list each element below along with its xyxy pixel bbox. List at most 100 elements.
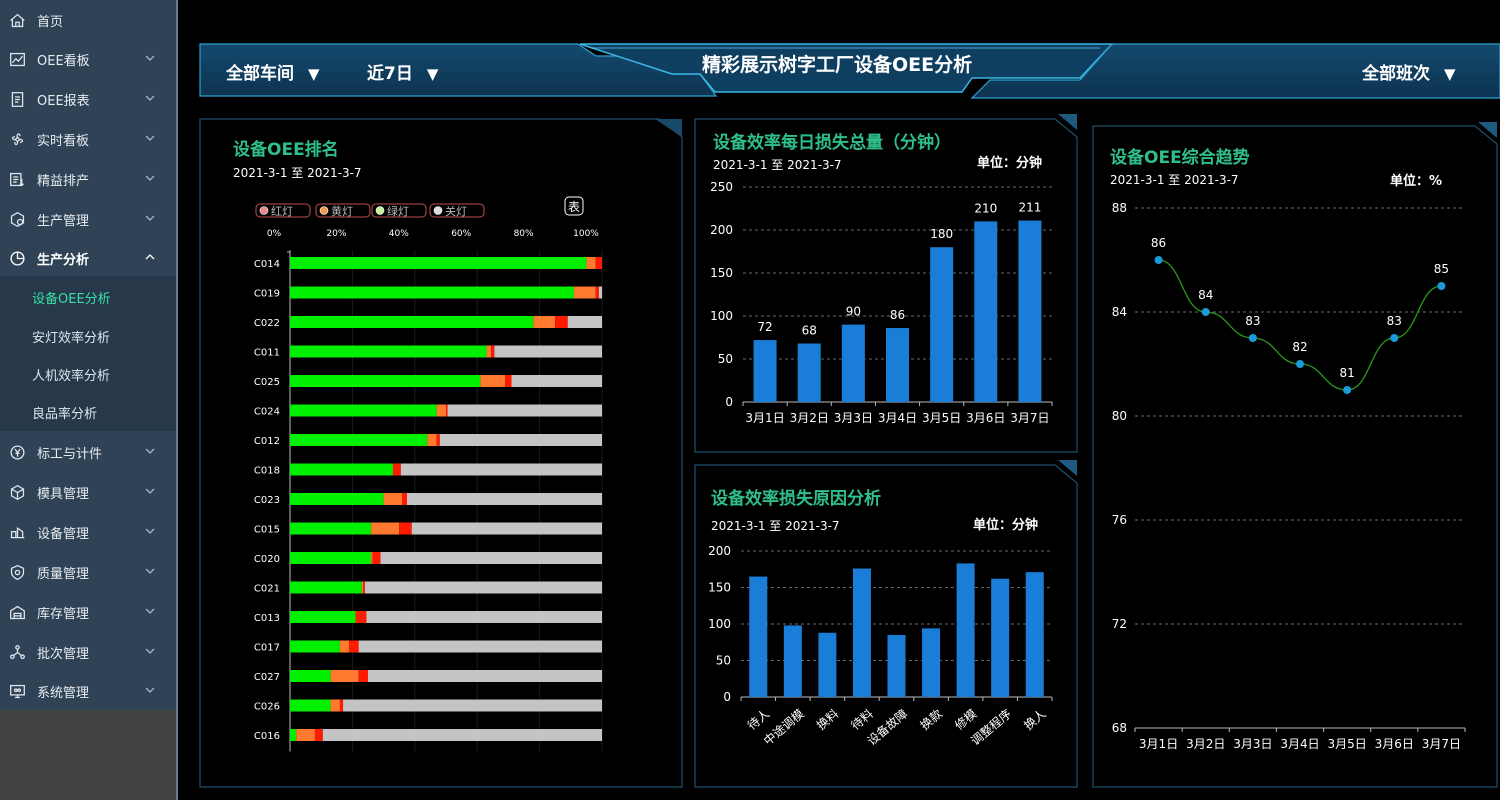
y-tick-label: C017 <box>254 643 280 654</box>
sidebar-menu: 首页 OEE看板 OEE报表 实时看板 精益排产 生产管理 <box>0 0 176 710</box>
bar-segment-绿灯 <box>290 729 297 741</box>
x-tick-label: 3月6日 <box>1375 737 1414 751</box>
panel-frame-daily <box>694 118 1078 453</box>
x-tick-label: 3月7日 <box>1010 411 1049 425</box>
table-toggle-button[interactable] <box>564 196 584 216</box>
y-tick-label: 150 <box>710 266 733 280</box>
y-tick-label: C011 <box>254 348 280 359</box>
x-tick-label: 换人 <box>1021 707 1048 733</box>
panel-frame-reason <box>694 464 1078 788</box>
oee-trend-date-range: 2021-3-1 至 2021-3-7 <box>1110 173 1239 187</box>
daily-loss-title: 设备效率每日损失总量（分钟） <box>713 133 951 153</box>
sidebar-item-system-mgmt[interactable]: 系统管理 <box>0 671 176 711</box>
data-label: 84 <box>1198 288 1213 302</box>
data-label: 90 <box>846 305 861 319</box>
bar-segment-黄灯 <box>586 257 596 269</box>
bar-segment-黄灯 <box>330 670 359 682</box>
x-tick-label: 3月5日 <box>922 411 961 425</box>
sidebar-item-label: 质量管理 <box>37 566 90 582</box>
bar-segment-红灯 <box>505 375 512 387</box>
sidebar-item-oee-report[interactable]: OEE报表 <box>0 79 176 119</box>
bar-segment-红灯 <box>349 640 359 653</box>
sidebar-item-batch-mgmt[interactable]: 批次管理 <box>0 632 176 672</box>
network-icon <box>8 643 26 661</box>
sidebar-item-production-mgmt[interactable]: 生产管理 <box>0 199 176 239</box>
home-icon <box>8 11 26 29</box>
sidebar-item-label: 系统管理 <box>37 685 90 701</box>
submenu-item-oee-analysis[interactable]: 设备OEE分析 <box>32 292 111 307</box>
sidebar-item-quality-mgmt[interactable]: 质量管理 <box>0 552 176 592</box>
bar <box>841 324 865 402</box>
y-tick-label: 0 <box>723 690 731 704</box>
oee-trend-title: 设备OEE综合趋势 <box>1110 148 1250 168</box>
caret-down-icon: ▼ <box>426 65 439 83</box>
bar-segment-绿灯 <box>290 375 481 387</box>
x-tick-label: 3月4日 <box>878 411 917 425</box>
x-tick-label: 换款 <box>918 707 945 733</box>
bar-segment-红灯 <box>355 611 367 623</box>
bar-segment-红灯 <box>339 699 344 712</box>
bar-segment-黄灯 <box>361 581 364 594</box>
x-tick-label: 3月3日 <box>1233 737 1272 751</box>
submenu-item-yield-analysis[interactable]: 良品率分析 <box>32 407 98 422</box>
data-label: 83 <box>1387 314 1402 328</box>
sidebar-divider <box>176 0 178 800</box>
line-chart-icon <box>8 50 26 68</box>
legend-item-box <box>315 203 371 218</box>
sidebar-item-equipment-mgmt[interactable]: 设备管理 <box>0 512 176 552</box>
loss-reason-date-range: 2021-3-1 至 2021-3-7 <box>711 519 840 533</box>
bar-segment-绿灯 <box>290 463 393 476</box>
schedule-icon <box>8 170 26 188</box>
bar-segment-关灯 <box>364 581 602 594</box>
bar-segment-黄灯 <box>330 699 340 712</box>
sidebar-item-label: OEE报表 <box>37 93 90 109</box>
bar <box>1025 572 1044 697</box>
sidebar-item-lean-schedule[interactable]: 精益排产 <box>0 159 176 199</box>
submenu-item-andon-analysis[interactable]: 安灯效率分析 <box>32 331 111 346</box>
workshop-select-value: 全部车间 <box>226 64 294 84</box>
chevron-down-icon <box>145 175 155 181</box>
period-select[interactable]: 近7日 ▼ <box>367 59 438 84</box>
y-tick-label: C014 <box>254 259 280 270</box>
x-tick-label: 待人 <box>745 707 772 733</box>
workshop-select[interactable]: 全部车间 ▼ <box>226 59 320 84</box>
header-right-band <box>970 43 1500 99</box>
sidebar-item-realtime-board[interactable]: 实时看板 <box>0 119 176 159</box>
y-tick-label: C022 <box>254 318 280 329</box>
bar-segment-黄灯 <box>371 522 400 535</box>
bar <box>974 221 998 402</box>
y-tick-label: 72 <box>1112 617 1127 631</box>
data-point <box>1201 308 1210 316</box>
y-tick-label: 100 <box>708 617 731 631</box>
sidebar-item-home[interactable]: 首页 <box>0 0 176 40</box>
sidebar-item-labor-piecework[interactable]: 标工与计件 <box>0 432 176 472</box>
data-point <box>1437 282 1446 290</box>
x-tick-label: 3月4日 <box>1280 737 1319 751</box>
sidebar-item-label: 生产分析 <box>37 252 90 268</box>
sidebar-item-oee-board[interactable]: OEE看板 <box>0 39 176 79</box>
oee-trend-unit: 单位：% <box>1390 174 1443 189</box>
bar <box>886 328 909 402</box>
sidebar-item-label: OEE看板 <box>37 53 90 69</box>
sidebar-item-label: 生产管理 <box>37 213 90 229</box>
y-tick-label: C013 <box>254 613 280 624</box>
sidebar-item-mold-mgmt[interactable]: 模具管理 <box>0 472 176 512</box>
x-tick-label: 3月3日 <box>834 411 873 425</box>
submenu-item-man-machine-analysis[interactable]: 人机效率分析 <box>32 369 111 384</box>
sidebar-item-production-analysis[interactable]: 生产分析 <box>0 238 176 278</box>
bar-segment-绿灯 <box>290 699 331 712</box>
bar-segment-绿灯 <box>290 493 384 505</box>
shift-select[interactable]: 全部班次 ▼ <box>1362 59 1456 84</box>
x-tick-label: 20% <box>326 229 346 239</box>
bar-segment-黄灯 <box>339 640 350 653</box>
panel-corner-reason <box>1058 460 1077 476</box>
data-label: 86 <box>1151 236 1166 250</box>
data-label: 86 <box>890 308 905 322</box>
y-tick-label: C026 <box>254 702 280 713</box>
table-toggle-label: 表 <box>568 200 580 214</box>
sidebar-item-inventory-mgmt[interactable]: 库存管理 <box>0 592 176 632</box>
x-tick-label: 100% <box>573 229 599 239</box>
y-tick-label: C025 <box>254 377 280 388</box>
bar-segment-关灯 <box>358 640 602 653</box>
